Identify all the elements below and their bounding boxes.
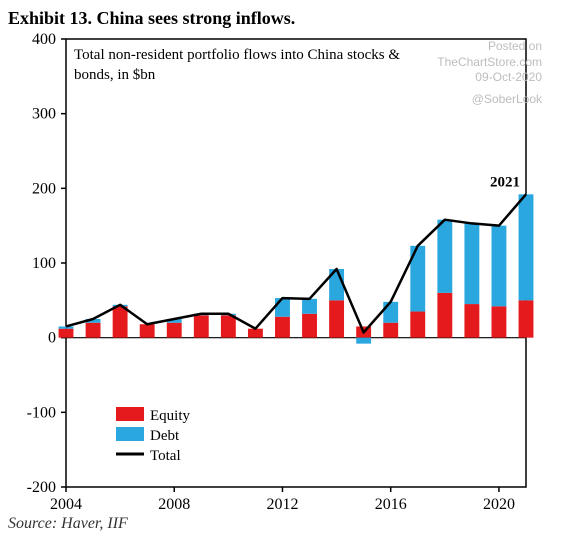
svg-text:bonds, in $bn: bonds, in $bn	[74, 67, 156, 83]
svg-text:200: 200	[32, 180, 56, 197]
svg-text:300: 300	[32, 106, 56, 123]
svg-text:2008: 2008	[158, 496, 190, 513]
svg-text:2020: 2020	[483, 496, 515, 513]
svg-text:100: 100	[32, 255, 56, 272]
chart-container: -200 -100 0 100 200 300 400 2004 2008 2012 2016 202…	[8, 33, 556, 513]
svg-text:Debt: Debt	[150, 428, 180, 444]
svg-text:Total: Total	[150, 448, 181, 464]
svg-text:2021: 2021	[490, 174, 520, 190]
exhibit-title: Exhibit 13. China sees strong inflows.	[8, 8, 556, 29]
svg-text:2004: 2004	[50, 496, 82, 513]
svg-text:Total non-resident portfolio f: Total non-resident portfolio flows into …	[74, 47, 400, 63]
svg-text:0: 0	[48, 330, 56, 347]
svg-text:-200: -200	[27, 479, 56, 496]
chart-svg: -200 -100 0 100 200 300 400 2004 2008 2012 2016 202…	[8, 33, 538, 513]
svg-text:-100: -100	[27, 404, 56, 421]
svg-text:Equity: Equity	[150, 408, 190, 424]
source-text: Source: Haver, IIF	[8, 515, 556, 533]
svg-text:400: 400	[32, 33, 56, 48]
svg-text:2012: 2012	[266, 496, 298, 513]
svg-text:2016: 2016	[375, 496, 407, 513]
